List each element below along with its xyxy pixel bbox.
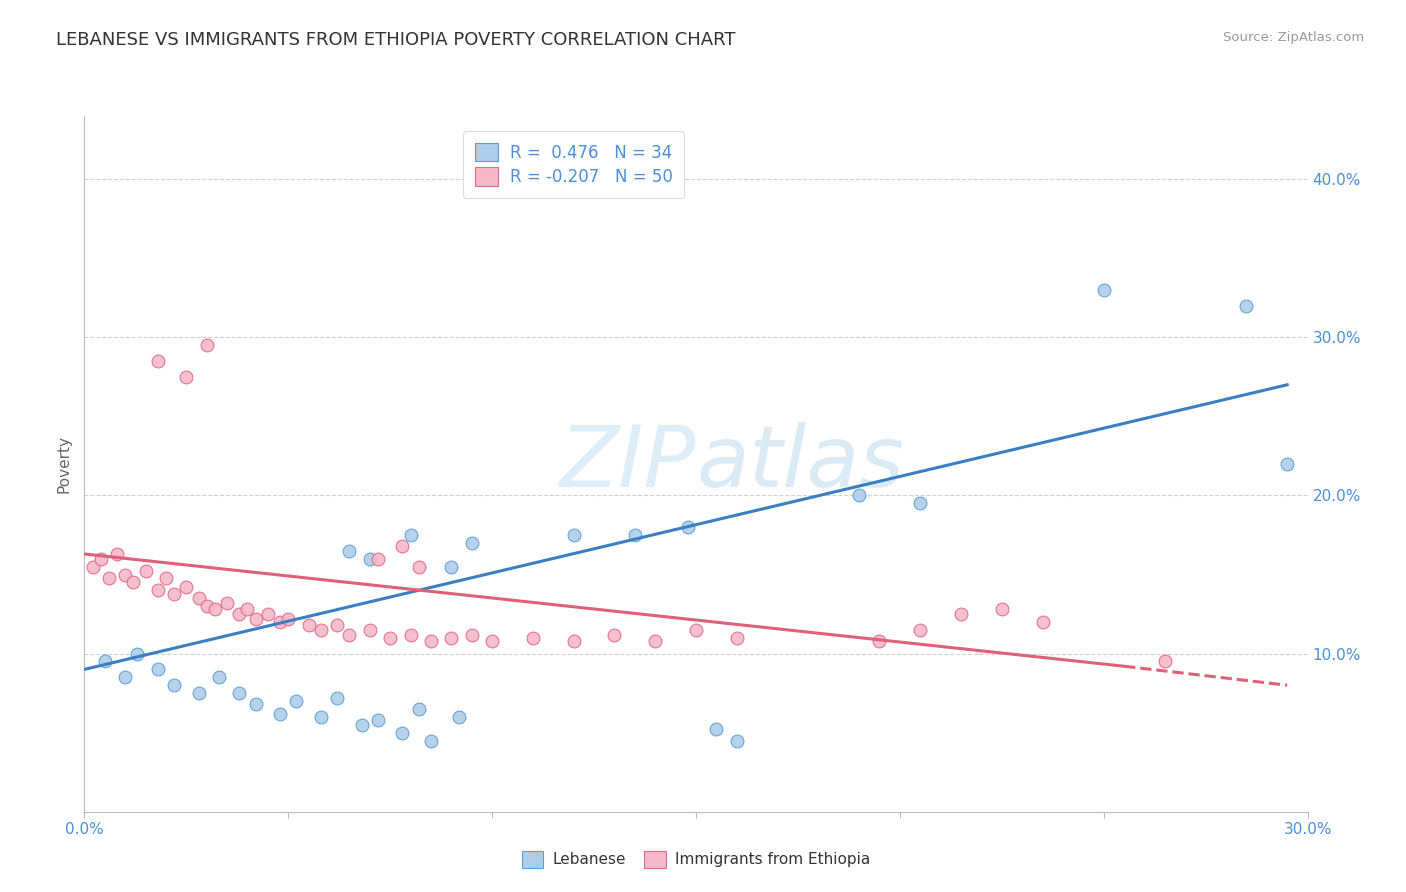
Point	[82, 559, 104, 574]
Point	[440, 559, 463, 574]
Point	[309, 710, 332, 724]
Point	[449, 710, 471, 724]
Point	[869, 634, 891, 648]
Point	[522, 631, 544, 645]
Point	[685, 623, 707, 637]
Point	[257, 607, 280, 621]
Point	[187, 591, 209, 606]
Point	[97, 571, 120, 585]
Point	[298, 618, 321, 632]
Point	[391, 539, 413, 553]
Point	[481, 634, 503, 648]
Point	[1154, 655, 1177, 669]
Point	[339, 627, 361, 641]
Point	[910, 496, 932, 510]
Point	[676, 520, 699, 534]
Point	[562, 634, 585, 648]
Point	[208, 670, 231, 684]
Point	[326, 690, 349, 705]
Point	[603, 627, 626, 641]
Point	[367, 713, 389, 727]
Point	[399, 627, 422, 641]
Point	[122, 575, 145, 590]
Point	[350, 717, 373, 731]
Point	[155, 571, 177, 585]
Point	[461, 536, 484, 550]
Point	[725, 733, 748, 747]
Point	[391, 725, 413, 739]
Point	[236, 602, 259, 616]
Legend: Lebanese, Immigrants from Ethiopia: Lebanese, Immigrants from Ethiopia	[516, 845, 876, 873]
Point	[440, 631, 463, 645]
Point	[339, 543, 361, 558]
Point	[461, 627, 484, 641]
Point	[245, 697, 267, 711]
Point	[380, 631, 402, 645]
Point	[848, 488, 870, 502]
Point	[399, 528, 422, 542]
Point	[950, 607, 973, 621]
Point	[114, 567, 136, 582]
Point	[90, 551, 112, 566]
Point	[105, 547, 128, 561]
Point	[1277, 457, 1299, 471]
Point	[725, 631, 748, 645]
Point	[910, 623, 932, 637]
Point	[176, 580, 198, 594]
Point	[285, 694, 308, 708]
Point	[146, 662, 169, 676]
Point	[359, 551, 381, 566]
Point	[93, 655, 117, 669]
Point	[326, 618, 349, 632]
Point	[991, 602, 1014, 616]
Point	[228, 686, 250, 700]
Point	[1236, 299, 1258, 313]
Point	[135, 565, 157, 579]
Text: atlas: atlas	[696, 422, 904, 506]
Point	[359, 623, 381, 637]
Point	[1032, 615, 1054, 629]
Text: ZIP: ZIP	[560, 422, 696, 506]
Point	[127, 647, 149, 661]
Point	[217, 596, 239, 610]
Text: Source: ZipAtlas.com: Source: ZipAtlas.com	[1223, 31, 1364, 45]
Y-axis label: Poverty: Poverty	[56, 434, 72, 493]
Point	[420, 733, 443, 747]
Point	[163, 586, 186, 600]
Point	[146, 354, 169, 368]
Point	[644, 634, 666, 648]
Point	[245, 612, 267, 626]
Point	[269, 706, 291, 721]
Point	[187, 686, 209, 700]
Point	[114, 670, 136, 684]
Point	[624, 528, 647, 542]
Point	[269, 615, 291, 629]
Point	[163, 678, 186, 692]
Point	[277, 612, 299, 626]
Point	[706, 723, 728, 737]
Point	[146, 583, 169, 598]
Point	[176, 369, 198, 384]
Text: LEBANESE VS IMMIGRANTS FROM ETHIOPIA POVERTY CORRELATION CHART: LEBANESE VS IMMIGRANTS FROM ETHIOPIA POV…	[56, 31, 735, 49]
Point	[204, 602, 226, 616]
Point	[408, 559, 430, 574]
Point	[420, 634, 443, 648]
Point	[195, 599, 218, 614]
Point	[195, 338, 218, 352]
Point	[408, 702, 430, 716]
Point	[1092, 283, 1115, 297]
Point	[562, 528, 585, 542]
Point	[367, 551, 389, 566]
Point	[309, 623, 332, 637]
Point	[228, 607, 250, 621]
